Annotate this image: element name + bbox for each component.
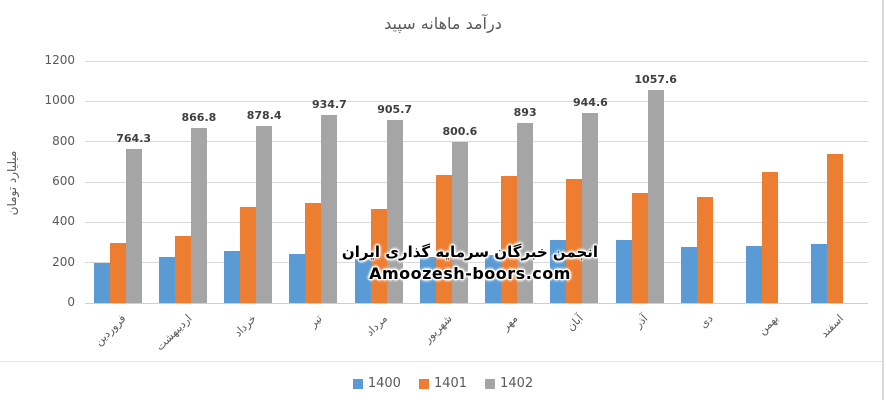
x-axis-line <box>85 302 868 304</box>
y-tick-label: 0 <box>67 295 75 309</box>
bar-1400-آبان <box>550 240 567 303</box>
gridline <box>85 221 868 223</box>
bar-1400-مهر <box>485 254 502 303</box>
x-tick-label-دی: دی <box>697 312 717 331</box>
chart-title: درآمد ماهانه سپید <box>384 14 502 33</box>
data-label: 1057.6 <box>634 72 677 86</box>
bar-1402-شهریور <box>451 141 468 303</box>
x-tick-label-شهریور: شهریور <box>421 312 456 346</box>
legend-item-1401: 1401 <box>418 376 468 391</box>
data-label: 878.4 <box>246 108 282 122</box>
bar-1402-آذر <box>647 89 664 303</box>
y-tick-label: 400 <box>52 214 75 229</box>
legend-swatch-icon <box>485 378 496 389</box>
bar-1401-دی <box>696 197 713 303</box>
bar-1400-خرداد <box>224 250 241 303</box>
chart-legend: 1400 1401 1402 <box>0 376 886 391</box>
y-tick-label: 800 <box>52 133 75 148</box>
legend-swatch-icon <box>352 378 363 389</box>
bar-1402-آبان <box>582 112 599 303</box>
chart-right-border <box>882 0 884 400</box>
legend-label: 1400 <box>367 376 401 391</box>
legend-swatch-icon <box>418 378 429 389</box>
x-tick-label-خرداد: خرداد <box>231 312 260 340</box>
x-tick-label-آبان: آبان <box>563 312 586 334</box>
x-tick-label-مرداد: مرداد <box>363 312 390 339</box>
bar-1400-مرداد <box>354 258 371 303</box>
bar-1401-شهریور <box>435 174 452 303</box>
bar-1400-اردیبهشت <box>158 256 175 303</box>
axis-separator-line <box>0 361 884 362</box>
data-label: 944.6 <box>572 95 608 109</box>
x-tick-label-فروردین: فروردین <box>92 312 129 349</box>
bar-1401-آذر <box>631 193 648 303</box>
data-label: 893 <box>513 105 537 119</box>
gridline <box>85 60 868 62</box>
bar-1401-آبان <box>566 178 583 303</box>
x-tick-label-آذر: آذر <box>632 312 651 331</box>
bar-1400-بهمن <box>746 245 763 303</box>
data-label: 800.6 <box>442 124 478 138</box>
y-tick-label: 1200 <box>44 53 75 67</box>
bar-1400-فروردین <box>93 262 110 303</box>
bar-1402-اردیبهشت <box>190 128 207 303</box>
legend-item-1402: 1402 <box>485 376 533 391</box>
bar-1402-خرداد <box>256 125 273 303</box>
bar-1400-دی <box>680 246 697 303</box>
gridline <box>85 141 868 143</box>
gridline <box>85 100 868 102</box>
x-tick-label-بهمن: بهمن <box>755 312 782 338</box>
data-label: 934.7 <box>311 97 347 111</box>
bar-1401-تیر <box>305 203 322 303</box>
bar-1402-مهر <box>517 122 534 303</box>
bar-1400-آذر <box>615 240 632 303</box>
bar-1400-شهریور <box>419 256 436 303</box>
data-label: 764.3 <box>116 131 152 145</box>
bar-1401-مهر <box>501 175 518 303</box>
gridline <box>85 181 868 183</box>
data-label: 905.7 <box>377 103 413 117</box>
bar-1401-بهمن <box>762 171 779 303</box>
bar-1401-خرداد <box>240 207 257 303</box>
bar-1401-اسفند <box>827 153 844 303</box>
bar-1400-اسفند <box>811 243 828 303</box>
legend-label: 1402 <box>500 376 534 391</box>
data-label: 866.8 <box>181 111 217 125</box>
y-tick-label: 1000 <box>44 93 75 108</box>
bar-1402-فروردین <box>125 148 142 303</box>
bar-1402-تیر <box>321 114 338 303</box>
y-tick-label: 600 <box>52 174 75 188</box>
y-tick-label: 200 <box>52 254 75 269</box>
plot-area: 764.3 866.8 878.4 934.7 905.7 800.6 893 944.6 10… <box>85 60 868 304</box>
x-tick-label-مهر: مهر <box>499 312 521 334</box>
bar-1402-مرداد <box>386 120 403 303</box>
legend-item-1400: 1400 <box>352 376 401 391</box>
legend-label: 1401 <box>433 376 468 391</box>
bar-1401-فروردین <box>109 242 126 303</box>
x-tick-label-تیر: تیر <box>306 312 325 330</box>
bar-1401-اردیبهشت <box>174 236 191 303</box>
bar-1400-تیر <box>289 253 306 303</box>
x-tick-label-اسفند: اسفند <box>818 312 847 341</box>
x-tick-label-اردیبهشت: اردیبهشت <box>152 312 195 354</box>
gridline <box>85 262 868 264</box>
bar-1401-مرداد <box>370 209 387 303</box>
